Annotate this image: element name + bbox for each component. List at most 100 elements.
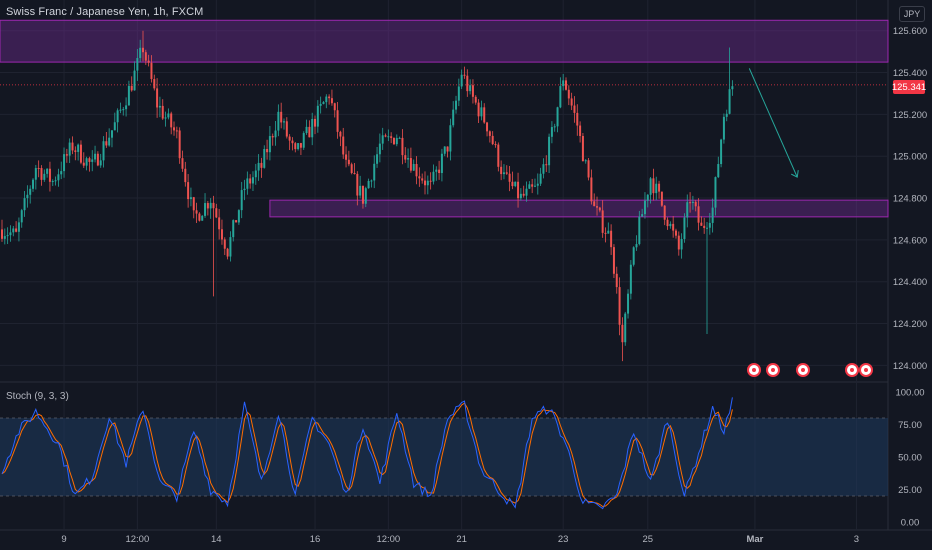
- price-tick-label: 125.400: [893, 68, 927, 79]
- candle-body: [345, 154, 348, 160]
- candle-body: [156, 88, 159, 108]
- candle-body: [43, 173, 46, 180]
- candle-body: [294, 143, 297, 150]
- stoch-d-line: [1, 402, 733, 508]
- candle-body: [621, 324, 624, 343]
- candle-body: [46, 168, 49, 174]
- candle-body: [127, 85, 130, 106]
- candle-body: [170, 113, 173, 128]
- stoch-tick-label: 25.00: [898, 485, 922, 496]
- candle-body: [700, 222, 703, 226]
- candle-body: [130, 85, 133, 91]
- candle-body: [649, 178, 652, 195]
- candle-body: [483, 107, 486, 123]
- candle-body: [51, 181, 54, 183]
- candle-body: [607, 230, 610, 234]
- candle-body: [610, 230, 613, 248]
- candle-body: [469, 85, 472, 92]
- candle-body: [37, 168, 40, 170]
- candle-body: [105, 141, 108, 146]
- candle-body: [260, 162, 263, 168]
- candle-body: [23, 198, 26, 211]
- candle-body: [725, 113, 728, 117]
- candle-body: [82, 162, 85, 166]
- candle-body: [655, 183, 658, 194]
- symbol-title[interactable]: Swiss Franc / Japanese Yen, 1h, FXCM: [6, 6, 204, 18]
- candle-body: [63, 154, 66, 172]
- candle-body: [686, 202, 689, 218]
- candle-body: [491, 135, 494, 145]
- price-tick-label: 125.000: [893, 152, 927, 163]
- candle-body: [116, 110, 119, 123]
- candle-body: [604, 232, 607, 234]
- time-tick-label: 25: [642, 534, 653, 545]
- candle-body: [466, 75, 469, 92]
- candle-body: [102, 141, 105, 161]
- candle-body: [646, 194, 649, 201]
- candle-body: [9, 232, 12, 236]
- supply-demand-zone[interactable]: [269, 199, 889, 218]
- supply-demand-zone[interactable]: [0, 19, 889, 63]
- candle-body: [110, 130, 113, 138]
- candle-body: [463, 74, 466, 76]
- candle-body: [184, 168, 187, 183]
- candle-body: [694, 201, 697, 207]
- candle-body: [590, 177, 593, 202]
- time-tick-label: 9: [61, 534, 66, 545]
- candle-body: [424, 180, 426, 186]
- time-tick-label: 12:00: [125, 534, 149, 545]
- candle-body: [142, 47, 144, 53]
- candle-body: [587, 160, 590, 178]
- candle-body: [474, 96, 477, 103]
- candle-body: [181, 158, 184, 169]
- candle-body: [26, 194, 29, 199]
- candle-body: [381, 135, 384, 144]
- stoch-indicator-label[interactable]: Stoch (9, 3, 3): [6, 391, 69, 402]
- candle-body: [65, 154, 68, 156]
- candle-body: [545, 164, 548, 166]
- candle-body: [706, 227, 708, 229]
- candle-body: [57, 174, 60, 181]
- candle-body: [511, 181, 514, 187]
- candle-body: [347, 159, 350, 165]
- candle-body: [322, 102, 325, 104]
- currency-badge[interactable]: JPY: [899, 6, 925, 22]
- candle-body: [122, 109, 125, 111]
- candle-body: [567, 89, 570, 99]
- candle-body: [677, 235, 680, 250]
- candle-body: [88, 158, 91, 162]
- candle-body: [201, 215, 204, 221]
- candle-body: [54, 180, 57, 182]
- candle-body: [438, 169, 441, 174]
- candle-body: [94, 153, 97, 160]
- candle-body: [29, 188, 32, 195]
- candle-body: [384, 135, 387, 137]
- candle-body: [316, 105, 319, 127]
- candle-body: [266, 149, 269, 153]
- economic-event-dot: [801, 368, 805, 372]
- candle-body: [173, 127, 176, 131]
- candle-body: [731, 86, 734, 90]
- candle-body: [40, 168, 43, 180]
- candle-body: [573, 105, 576, 113]
- candle-body: [325, 96, 328, 103]
- candle-body: [226, 248, 229, 257]
- candle-body: [615, 273, 618, 288]
- candle-body: [680, 239, 683, 250]
- candle-body: [373, 163, 376, 181]
- candle-body: [519, 193, 522, 199]
- stoch-k-line: [1, 397, 733, 510]
- candle-body: [99, 160, 102, 166]
- candle-body: [581, 135, 584, 162]
- candle-body: [455, 100, 458, 110]
- candle-body: [593, 201, 596, 207]
- candle-body: [697, 206, 700, 223]
- candle-body: [283, 121, 285, 123]
- projection-arrow[interactable]: [748, 68, 798, 178]
- candle-body: [119, 109, 122, 111]
- candle-body: [531, 184, 534, 187]
- candle-body: [336, 110, 339, 132]
- candle-body: [477, 102, 480, 117]
